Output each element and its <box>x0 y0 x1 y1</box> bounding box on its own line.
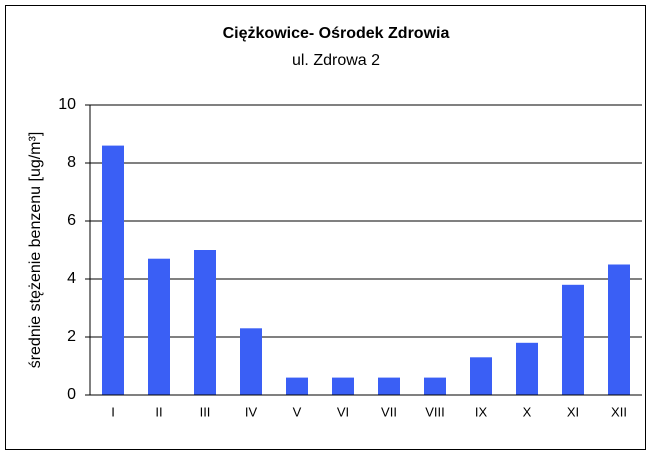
bar <box>516 342 538 395</box>
x-tick-label: X <box>523 404 532 419</box>
bar <box>286 377 308 395</box>
chart-subtitle: ul. Zdrowa 2 <box>292 52 380 69</box>
y-tick-label: 6 <box>67 212 76 229</box>
chart-title: Ciężkowice- Ośrodek Zdrowia <box>223 25 450 42</box>
x-tick-label: IX <box>475 404 488 419</box>
bar <box>332 377 354 395</box>
x-tick-label: II <box>155 404 162 419</box>
bar <box>240 328 262 395</box>
bar <box>608 264 630 395</box>
bar <box>378 377 400 395</box>
y-tick-label: 10 <box>58 96 76 113</box>
x-tick-label: XII <box>611 404 627 419</box>
x-tick-label: VII <box>381 404 397 419</box>
y-tick-label: 0 <box>67 386 76 403</box>
x-tick-label: VI <box>337 404 349 419</box>
bar <box>470 357 492 395</box>
x-tick-label: I <box>111 404 115 419</box>
x-tick-label: IV <box>245 404 258 419</box>
bar <box>194 250 216 395</box>
bar <box>102 145 124 395</box>
chart-border <box>5 5 646 450</box>
y-tick-label: 4 <box>67 270 76 287</box>
x-tick-label: III <box>200 404 211 419</box>
bar <box>148 258 170 395</box>
bar <box>424 377 446 395</box>
y-axis-label: średnie stężenie benzenu [ug/m³] <box>27 132 44 369</box>
x-tick-label: VIII <box>425 404 445 419</box>
y-tick-label: 8 <box>67 154 76 171</box>
x-tick-label: V <box>293 404 302 419</box>
bar <box>562 284 584 395</box>
x-tick-label: XI <box>567 404 579 419</box>
y-tick-label: 2 <box>67 328 76 345</box>
